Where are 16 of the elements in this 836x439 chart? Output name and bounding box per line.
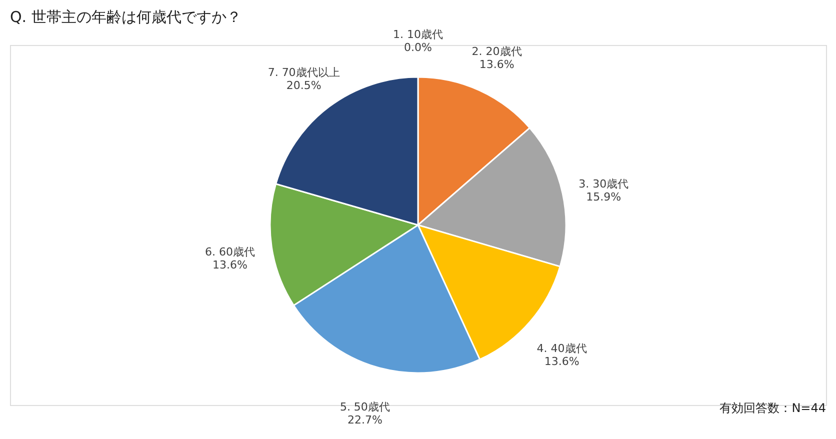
- slice-label: 7. 70歳代以上: [268, 66, 340, 80]
- data-label: 13.6%: [212, 258, 248, 272]
- data-label: 13.6%: [544, 355, 580, 368]
- text: 0.0%: [404, 41, 432, 54]
- text: 有効回答数：N=44: [720, 401, 826, 415]
- data-label: 22.7%: [347, 413, 382, 426]
- data-label: 20.5%: [286, 79, 322, 92]
- slice-label: 4. 40歳代: [536, 342, 587, 356]
- category-label: 1. 10歳代: [393, 28, 443, 41]
- slice-label: 6. 60歳代: [205, 246, 256, 259]
- data-label: 13.6%: [479, 58, 514, 72]
- slice-label: 5. 50歳代: [340, 400, 390, 414]
- slice-label: 3. 30歳代: [578, 177, 629, 190]
- slice-label: 2. 20歳代: [472, 45, 522, 58]
- chart-title: Q. 世帯主の年齢は何歳代ですか？: [10, 8, 242, 26]
- data-label: 15.9%: [586, 190, 622, 204]
